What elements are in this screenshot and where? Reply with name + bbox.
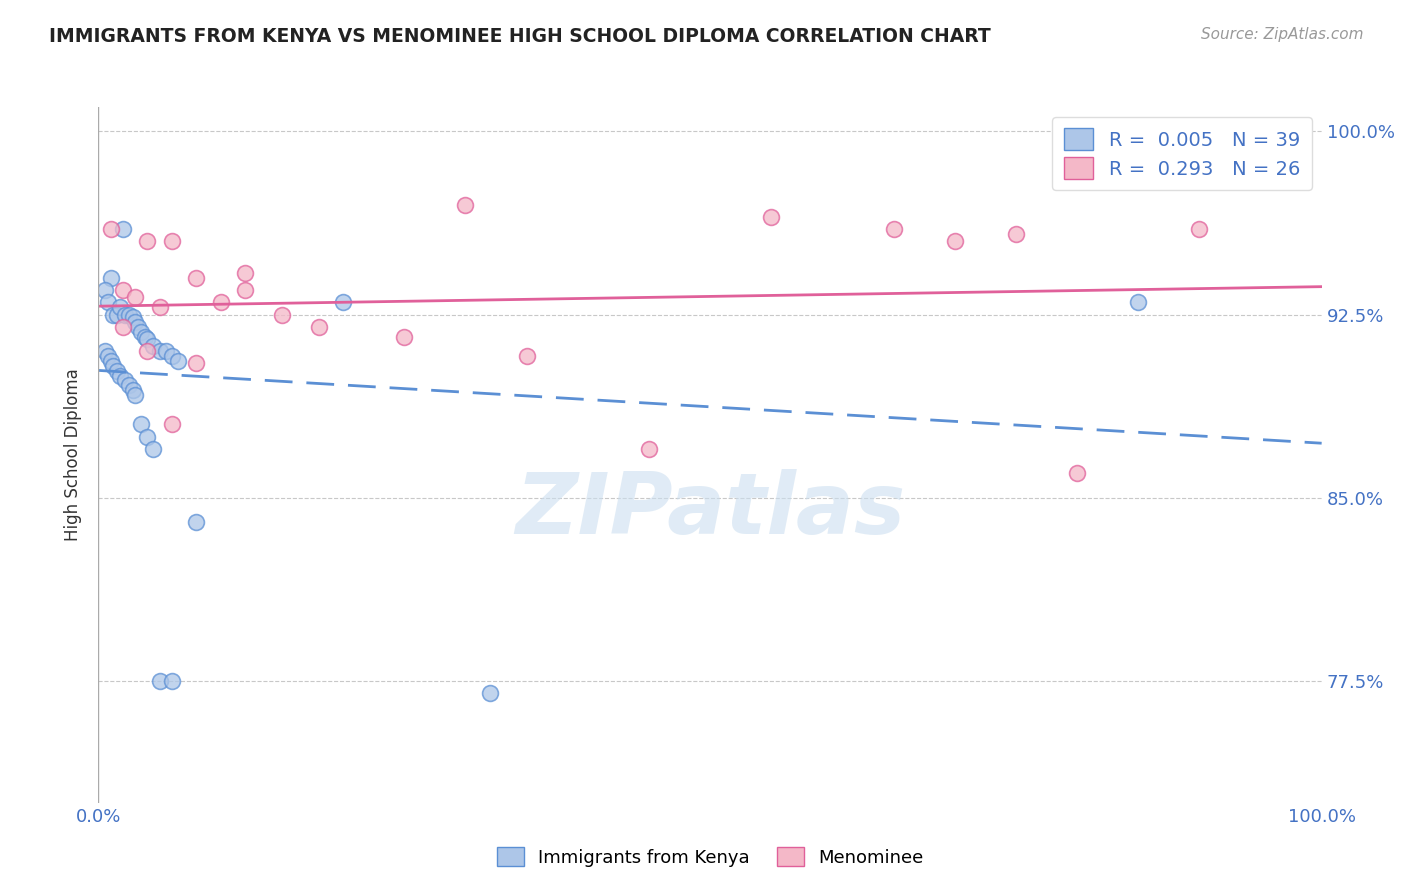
Point bbox=[160, 417, 183, 432]
Point bbox=[186, 356, 208, 370]
Point bbox=[97, 349, 120, 363]
Point bbox=[638, 442, 661, 456]
Point bbox=[93, 283, 115, 297]
Point bbox=[270, 308, 294, 322]
Point bbox=[1128, 295, 1150, 310]
Point bbox=[111, 319, 134, 334]
Point bbox=[105, 364, 128, 378]
Point bbox=[332, 295, 354, 310]
Point bbox=[136, 429, 159, 443]
Point bbox=[167, 354, 190, 368]
Point bbox=[155, 344, 177, 359]
Point bbox=[124, 290, 146, 304]
Point bbox=[149, 300, 172, 314]
Point bbox=[114, 374, 136, 388]
Point bbox=[761, 210, 783, 224]
Point bbox=[101, 359, 124, 373]
Point bbox=[134, 329, 156, 343]
Point bbox=[100, 271, 122, 285]
Point bbox=[118, 308, 141, 322]
Point bbox=[100, 222, 122, 236]
Point bbox=[127, 319, 149, 334]
Point bbox=[111, 222, 134, 236]
Point bbox=[93, 344, 115, 359]
Point bbox=[110, 368, 132, 383]
Point bbox=[454, 197, 477, 211]
Point bbox=[110, 300, 132, 314]
Point bbox=[101, 308, 124, 322]
Point bbox=[1004, 227, 1026, 241]
Point bbox=[149, 344, 172, 359]
Point bbox=[136, 235, 159, 249]
Point bbox=[142, 442, 165, 456]
Point bbox=[160, 235, 183, 249]
Point bbox=[186, 515, 208, 529]
Text: IMMIGRANTS FROM KENYA VS MENOMINEE HIGH SCHOOL DIPLOMA CORRELATION CHART: IMMIGRANTS FROM KENYA VS MENOMINEE HIGH … bbox=[49, 27, 991, 45]
Legend: Immigrants from Kenya, Menominee: Immigrants from Kenya, Menominee bbox=[489, 840, 931, 874]
Point bbox=[233, 266, 256, 280]
Point bbox=[136, 332, 159, 346]
Point bbox=[124, 315, 146, 329]
Point bbox=[149, 673, 172, 688]
Point bbox=[160, 673, 183, 688]
Point bbox=[478, 686, 501, 700]
Point bbox=[114, 308, 136, 322]
Point bbox=[233, 283, 256, 297]
Point bbox=[943, 235, 966, 249]
Point bbox=[136, 344, 159, 359]
Point bbox=[1188, 222, 1211, 236]
Point bbox=[142, 339, 165, 353]
Point bbox=[1066, 467, 1088, 481]
Point bbox=[100, 354, 122, 368]
Point bbox=[186, 271, 208, 285]
Point bbox=[160, 349, 183, 363]
Point bbox=[121, 310, 143, 324]
Y-axis label: High School Diploma: High School Diploma bbox=[65, 368, 83, 541]
Point bbox=[129, 417, 152, 432]
Point bbox=[209, 295, 232, 310]
Text: ZIPatlas: ZIPatlas bbox=[515, 469, 905, 552]
Point bbox=[392, 329, 416, 343]
Point bbox=[97, 295, 120, 310]
Point bbox=[129, 325, 152, 339]
Point bbox=[111, 283, 134, 297]
Point bbox=[124, 388, 146, 402]
Point bbox=[515, 349, 537, 363]
Point bbox=[118, 378, 141, 392]
Point bbox=[121, 383, 143, 397]
Text: Source: ZipAtlas.com: Source: ZipAtlas.com bbox=[1201, 27, 1364, 42]
Point bbox=[308, 319, 330, 334]
Point bbox=[105, 308, 128, 322]
Point bbox=[883, 222, 905, 236]
